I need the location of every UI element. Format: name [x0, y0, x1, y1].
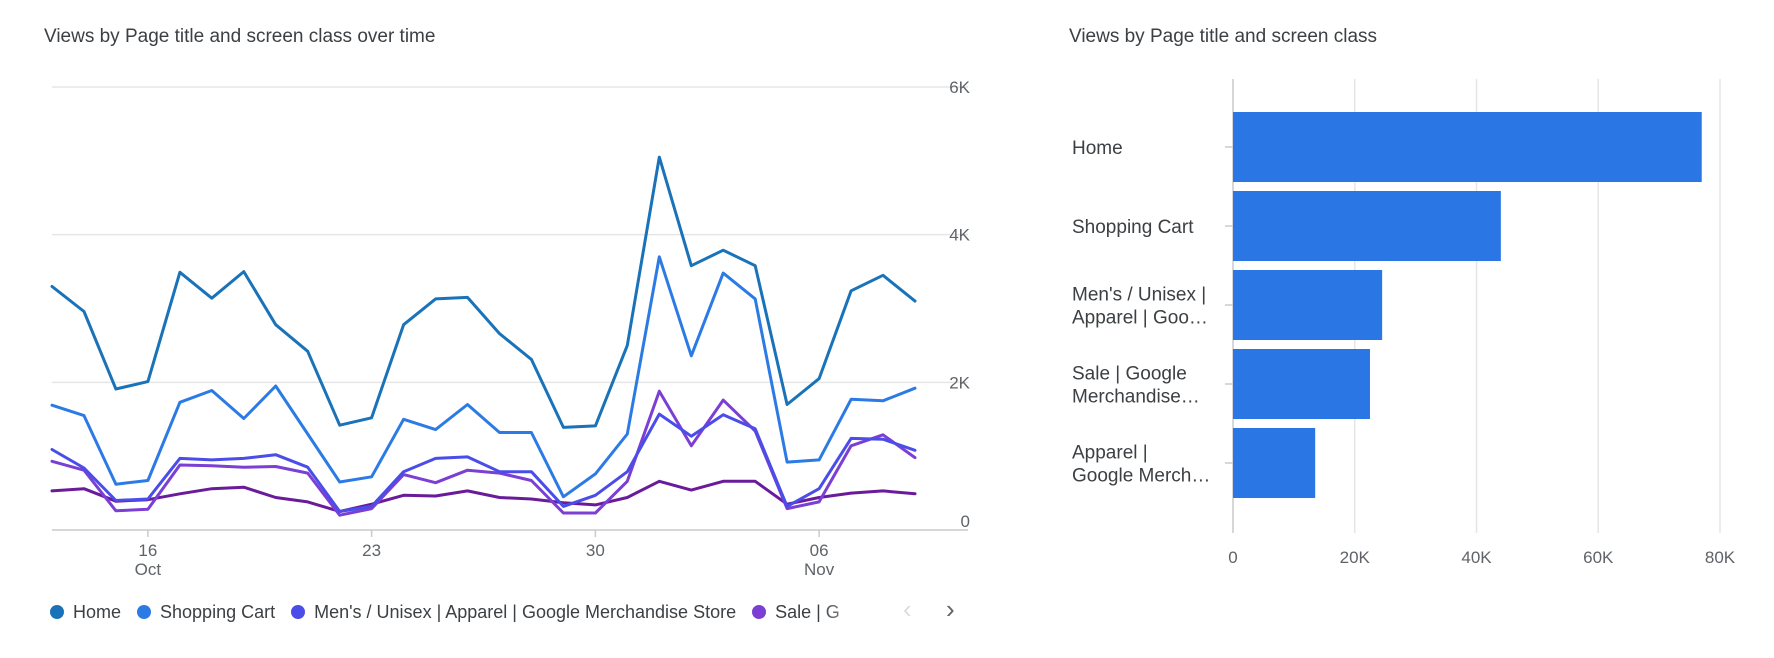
x-tick-label: 06	[810, 541, 829, 560]
legend-fade	[820, 597, 890, 627]
y-tick-label: 2K	[949, 373, 970, 392]
bar	[1233, 349, 1370, 419]
x-tick-sublabel: Nov	[804, 560, 835, 579]
line-chart-title: Views by Page title and screen class ove…	[44, 26, 436, 47]
category-label: Shopping Cart	[1072, 217, 1194, 238]
legend-label: Home	[73, 601, 122, 622]
category-label: Sale | Google	[1072, 364, 1187, 385]
legend-label: Men's / Unisex | Apparel | Google Mercha…	[314, 601, 737, 622]
chevron-right-icon[interactable]: ›	[946, 594, 955, 624]
bar	[1233, 112, 1702, 182]
category-label: Home	[1072, 138, 1123, 159]
x-tick-label: 60K	[1583, 548, 1614, 567]
legend-item[interactable]: Men's / Unisex | Apparel | Google Mercha…	[291, 602, 736, 623]
category-label: Apparel | Goo…	[1072, 308, 1208, 329]
category-label: Merchandise…	[1072, 387, 1200, 408]
legend-item[interactable]: Shopping Cart	[137, 602, 275, 623]
x-tick-label: 80K	[1705, 548, 1736, 567]
category-label: Google Merch…	[1072, 466, 1210, 487]
category-label: Men's / Unisex |	[1072, 285, 1206, 306]
legend-swatch	[291, 605, 306, 619]
x-tick-label: 20K	[1340, 548, 1371, 567]
bar	[1233, 191, 1501, 261]
chevron-left-icon[interactable]: ‹	[903, 594, 912, 624]
y-tick-label: 6K	[949, 78, 970, 97]
bar-chart-title: Views by Page title and screen class	[1069, 26, 1378, 47]
x-tick-label: 0	[1228, 548, 1237, 567]
bar	[1233, 270, 1383, 340]
bar-chart: 0 20K 40K 60K 80K Home Shopping Cart Men's / Un…	[1072, 79, 1736, 567]
legend-item[interactable]: Home	[50, 602, 121, 623]
series-line	[50, 155, 917, 429]
category-label: Apparel |	[1072, 443, 1148, 464]
x-tick-label: 23	[362, 541, 381, 560]
line-chart-legend: Home Shopping Cart Men's / Unisex | Appare…	[50, 597, 890, 627]
y-tick-label: 4K	[949, 226, 970, 245]
legend-swatch	[137, 605, 152, 619]
x-tick-label: 30	[586, 541, 605, 560]
bar	[1233, 428, 1316, 498]
legend-swatch	[752, 605, 767, 619]
series-line	[50, 479, 917, 513]
series-line	[50, 255, 917, 499]
x-tick-label: 16	[138, 541, 157, 560]
y-tick-label: 0	[961, 512, 970, 531]
series-line	[50, 412, 917, 513]
legend-swatch	[50, 605, 64, 619]
x-tick-sublabel: Oct	[135, 560, 162, 579]
x-tick-label: 40K	[1461, 548, 1492, 567]
legend-label: Shopping Cart	[160, 601, 276, 622]
